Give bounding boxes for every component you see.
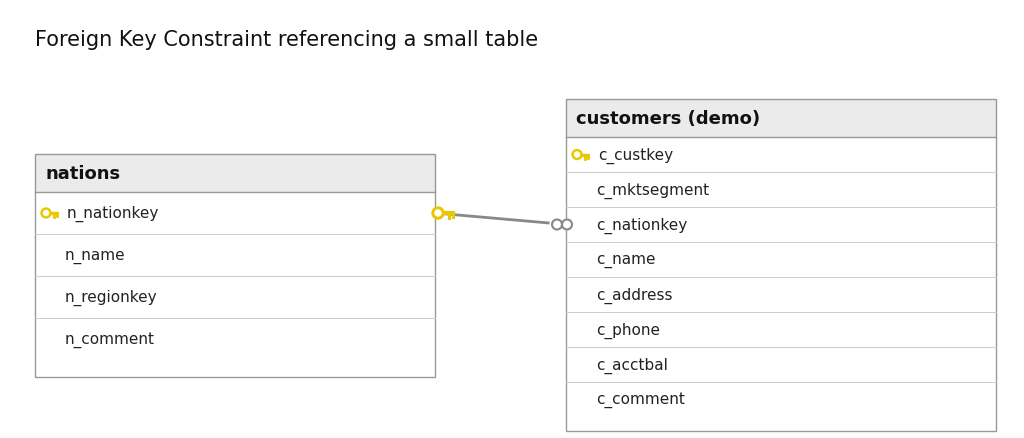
Text: c_custkey: c_custkey xyxy=(598,147,673,163)
Bar xyxy=(566,100,996,431)
Bar xyxy=(35,155,435,377)
Text: customers (demo): customers (demo) xyxy=(575,110,760,128)
Circle shape xyxy=(557,219,569,231)
Text: Foreign Key Constraint referencing a small table: Foreign Key Constraint referencing a sma… xyxy=(35,30,539,50)
Text: c_mktsegment: c_mktsegment xyxy=(596,182,710,198)
Bar xyxy=(35,155,435,193)
Bar xyxy=(35,193,435,377)
Text: c_address: c_address xyxy=(596,287,673,303)
Circle shape xyxy=(435,211,441,216)
Circle shape xyxy=(550,219,562,231)
Circle shape xyxy=(552,220,562,230)
Bar xyxy=(566,100,996,138)
Circle shape xyxy=(574,153,580,158)
Text: n_regionkey: n_regionkey xyxy=(65,289,158,305)
Circle shape xyxy=(41,208,51,219)
Text: c_phone: c_phone xyxy=(596,321,660,338)
Text: c_name: c_name xyxy=(596,252,655,267)
Circle shape xyxy=(562,220,572,230)
Text: n_nationkey: n_nationkey xyxy=(67,205,160,222)
Text: c_comment: c_comment xyxy=(596,392,685,407)
Circle shape xyxy=(432,208,444,219)
Text: nations: nations xyxy=(45,165,120,183)
Circle shape xyxy=(572,150,582,160)
Text: n_comment: n_comment xyxy=(65,332,155,347)
Text: c_nationkey: c_nationkey xyxy=(596,217,687,233)
Circle shape xyxy=(43,211,48,216)
Bar xyxy=(566,138,996,431)
Text: c_acctbal: c_acctbal xyxy=(596,357,668,373)
Text: n_name: n_name xyxy=(65,248,126,263)
